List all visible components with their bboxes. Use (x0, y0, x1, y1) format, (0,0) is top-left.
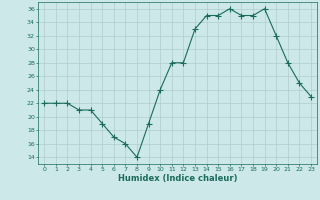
X-axis label: Humidex (Indice chaleur): Humidex (Indice chaleur) (118, 174, 237, 183)
